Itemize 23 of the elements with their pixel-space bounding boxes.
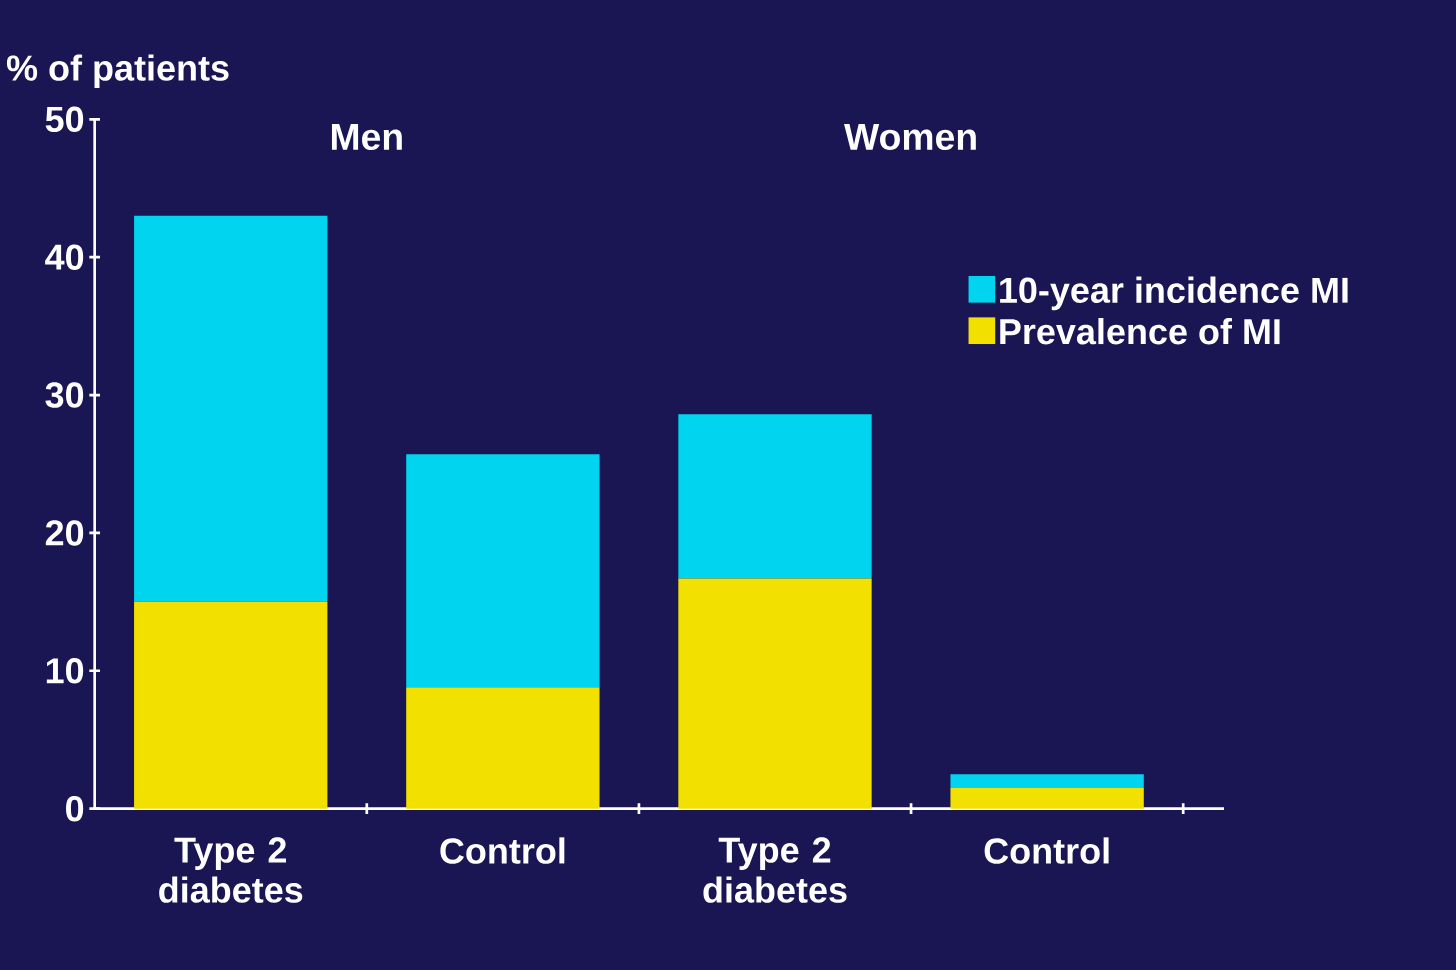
x-tick-label: Type 2 diabetes	[159, 837, 303, 903]
legend-label: Prevalence of MI	[1000, 317, 1280, 345]
y-tick-label: 40	[45, 244, 84, 270]
y-axis-title: % of patients	[6, 54, 229, 88]
y-tick-label: 20	[45, 520, 84, 546]
bar	[678, 414, 872, 579]
x-tick-label: Control	[440, 837, 565, 864]
legend-label: 10-year incidence MI	[1000, 276, 1348, 311]
bar	[406, 454, 600, 688]
x-tick-label: Control	[984, 837, 1109, 864]
y-tick-label: 0	[66, 795, 84, 822]
bar	[134, 215, 328, 602]
bar	[950, 787, 1144, 809]
y-tick-label: 50	[45, 106, 84, 133]
annotation: Women	[844, 124, 976, 151]
bar	[134, 601, 328, 809]
y-tick-label: 30	[45, 382, 84, 408]
y-tick-label: 10	[46, 658, 84, 684]
annotation: Men	[331, 124, 402, 151]
bar	[950, 774, 1144, 788]
bar	[406, 687, 600, 809]
x-tick-label: Type 2 diabetes	[703, 837, 847, 903]
bar	[678, 578, 872, 809]
